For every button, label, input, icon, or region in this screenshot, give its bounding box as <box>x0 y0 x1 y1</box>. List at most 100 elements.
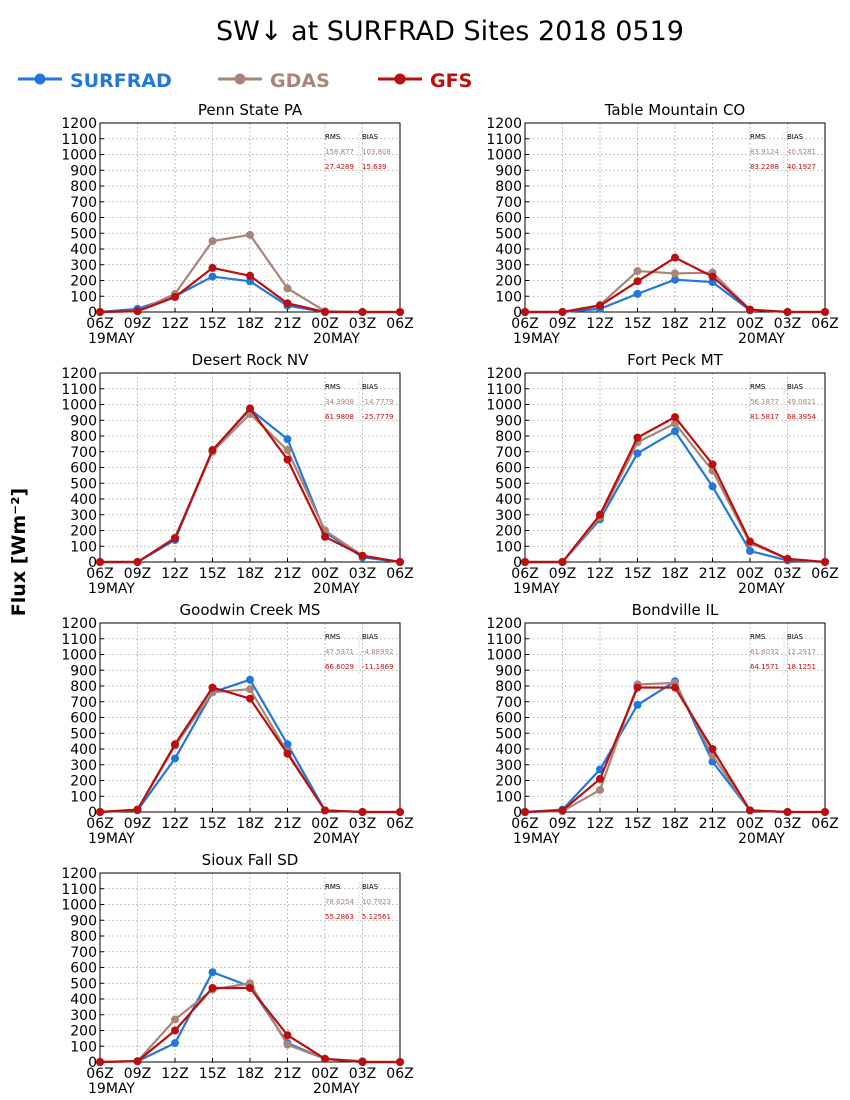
panel-title: Desert Rock NV <box>192 351 309 369</box>
stats-rms-gfs: 64.1571 <box>750 663 779 671</box>
grid <box>525 373 825 562</box>
legend-item-gfs: GFS <box>378 70 472 92</box>
panel-title: Fort Peck MT <box>627 351 723 369</box>
y-tick-label: 700 <box>495 445 522 461</box>
x-tick-label: 06Z <box>811 816 838 832</box>
x-tick-label: 15Z <box>624 566 651 582</box>
x-date-label: 20MAY <box>738 331 785 347</box>
data-point <box>358 308 367 316</box>
y-tick-label: 200 <box>70 524 97 540</box>
x-tick-label: 18Z <box>661 316 688 332</box>
data-point <box>208 263 217 272</box>
y-tick-label: 600 <box>70 711 97 727</box>
data-point <box>321 308 329 316</box>
stats-bias-gdas: 12.2917 <box>787 648 816 656</box>
x-tick-label: 18Z <box>236 816 263 832</box>
x-tick-label: 09Z <box>124 816 151 832</box>
data-point <box>246 694 254 703</box>
y-tick-label: 100 <box>495 789 522 805</box>
data-point <box>283 284 292 293</box>
data-point <box>321 806 329 815</box>
y-tick-label: 800 <box>70 929 97 945</box>
legend-marker <box>34 73 46 85</box>
panel-penn-state-pa: Penn State PA 010020030040050060070080090… <box>61 101 413 347</box>
x-date-label: 19MAY <box>88 1081 135 1097</box>
stats-bias-header: BIAS <box>362 383 379 391</box>
stats-table: RMS BIAS 56.1877 49.0821 81.5817 68.3954 <box>750 382 816 425</box>
data-point <box>708 745 717 753</box>
legend-marker <box>394 73 406 85</box>
y-tick-label: 800 <box>70 429 97 445</box>
data-point <box>671 419 679 428</box>
stats-rms-header: RMS <box>750 133 766 141</box>
x-tick-label: 03Z <box>349 566 376 582</box>
data-point <box>746 537 754 546</box>
y-tick-label: 200 <box>70 274 97 290</box>
x-tick-label: 09Z <box>549 566 576 582</box>
data-point <box>596 785 604 794</box>
legend: SURFRAD GDAS GFS <box>18 70 472 92</box>
y-tick-label: 900 <box>70 163 97 179</box>
x-tick-label: 06Z <box>511 316 538 332</box>
data-point <box>246 675 254 684</box>
x-tick-label: 06Z <box>511 816 538 832</box>
data-point <box>133 805 142 814</box>
x-date-label: 19MAY <box>513 331 560 347</box>
data-point <box>783 808 792 816</box>
x-tick-label: 03Z <box>774 816 801 832</box>
x-tick-label: 03Z <box>349 816 376 832</box>
data-point <box>283 299 292 308</box>
y-tick-label: 300 <box>495 508 522 524</box>
y-tick-label: 1100 <box>61 882 97 898</box>
y-tick-label: 900 <box>495 663 522 679</box>
y-tick-label: 500 <box>70 226 97 242</box>
x-tick-label: 18Z <box>236 316 263 332</box>
stats-bias-gfs: 5.12561 <box>362 913 391 921</box>
data-point <box>671 275 679 284</box>
data-point <box>671 269 679 278</box>
y-tick-label: 700 <box>70 195 97 211</box>
data-point <box>246 277 254 286</box>
data-point <box>521 558 529 566</box>
stats-bias-header: BIAS <box>787 133 804 141</box>
data-point <box>133 1057 142 1066</box>
y-tick-label: 1000 <box>61 148 97 164</box>
panels: Penn State PA010020030040050060070080090… <box>61 101 838 1097</box>
data-point <box>208 272 217 281</box>
y-tick-label: 300 <box>70 758 97 774</box>
data-point <box>708 460 717 469</box>
data-point <box>133 307 142 316</box>
y-tick-label: 1200 <box>61 616 97 632</box>
data-point <box>246 983 254 992</box>
y-tick-label: 1100 <box>486 132 522 148</box>
x-tick-label: 09Z <box>549 316 576 332</box>
y-tick-label: 1100 <box>61 632 97 648</box>
y-tick-label: 800 <box>495 429 522 445</box>
stats-bias-gfs: 18.1251 <box>787 663 816 671</box>
data-point <box>596 774 604 783</box>
y-tick-label: 100 <box>70 539 97 555</box>
stats-rms-gdas: 78.6254 <box>325 898 354 906</box>
data-point <box>558 558 567 566</box>
panel-goodwin-creek-ms: Goodwin Creek MS 010020030040050060070080… <box>61 601 413 847</box>
data-point <box>821 808 829 816</box>
y-tick-label: 100 <box>495 289 522 305</box>
y-tick-label: 700 <box>70 695 97 711</box>
y-tick-label: 1000 <box>61 898 97 914</box>
stats-rms-gdas: 56.1877 <box>750 398 779 406</box>
x-tick-label: 12Z <box>161 816 188 832</box>
x-tick-label: 06Z <box>86 566 113 582</box>
stats-bias-gdas: 49.0821 <box>787 398 816 406</box>
data-point <box>208 237 217 246</box>
y-tick-label: 600 <box>495 211 522 227</box>
y-tick-label: 800 <box>495 179 522 195</box>
stats-rms-gdas: 61.6032 <box>750 648 779 656</box>
stats-rms-header: RMS <box>750 633 766 641</box>
data-point <box>133 558 142 566</box>
y-tick-label: 0 <box>88 305 97 321</box>
data-point <box>708 278 717 287</box>
x-tick-label: 15Z <box>199 816 226 832</box>
y-tick-label: 0 <box>88 555 97 571</box>
x-date-label: 20MAY <box>313 831 360 847</box>
y-tick-label: 300 <box>70 258 97 274</box>
